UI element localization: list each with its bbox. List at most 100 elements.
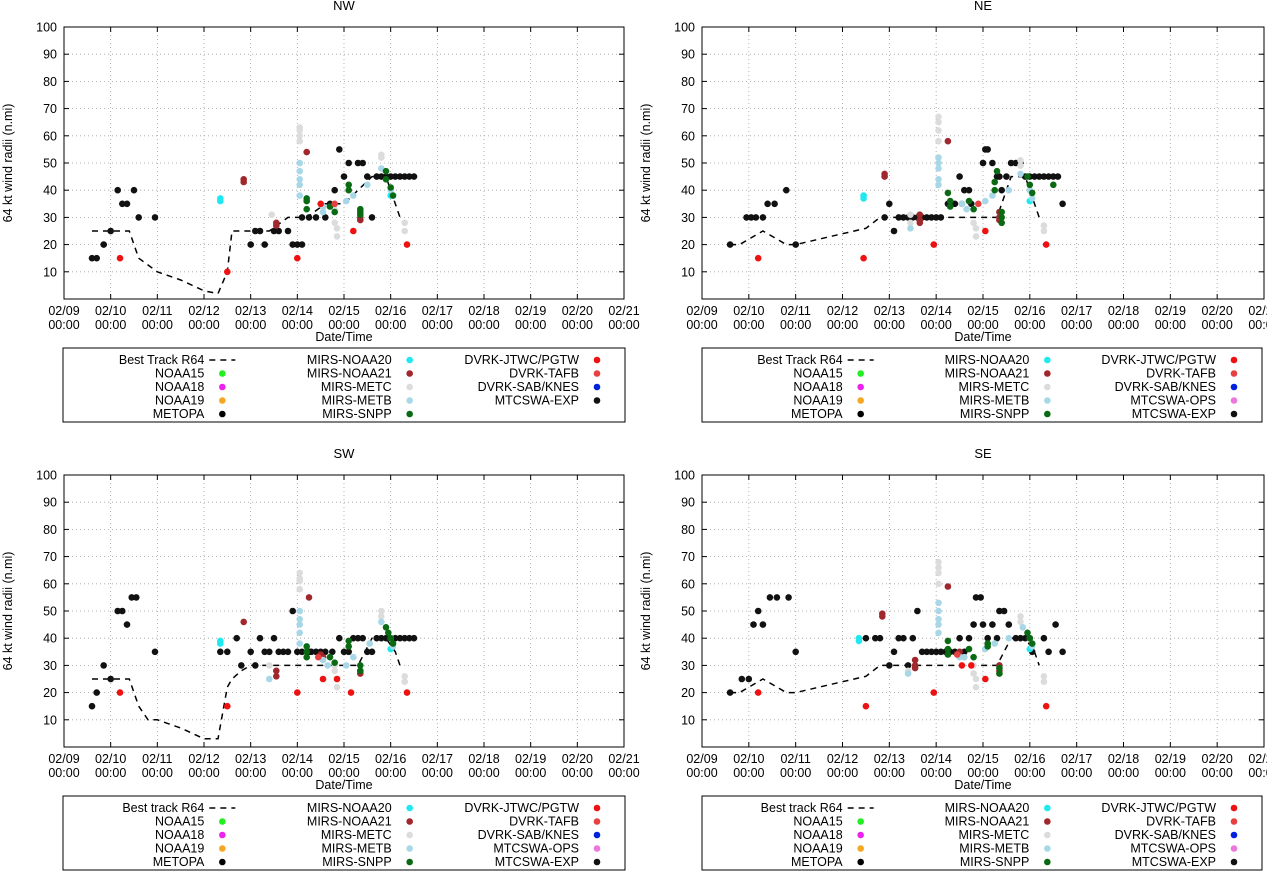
legend-label: NOAA15 (793, 367, 842, 381)
data-point (1028, 640, 1036, 647)
y-tick-label: 40 (681, 184, 695, 198)
data-point (93, 689, 100, 696)
legend-box (62, 347, 626, 423)
legend-dot-swatch (219, 831, 226, 839)
legend-label: NOAA18 (793, 380, 842, 394)
data-point (240, 178, 247, 186)
x-tick-label: 02/11 00:00 (780, 304, 811, 332)
legend-dot-swatch (1044, 831, 1051, 839)
y-tick-label: 90 (43, 496, 57, 510)
x-tick-label: 02/15 00:00 (967, 304, 998, 332)
y-tick-label: 40 (43, 184, 57, 198)
data-point (256, 227, 264, 235)
data-point (982, 197, 989, 205)
data-point (401, 678, 409, 685)
data-point (1052, 621, 1059, 628)
x-tick-label: 02/14 00:00 (921, 752, 952, 780)
x-tick-label: 02/20 00:00 (1202, 752, 1233, 780)
legend-label: DVRK-SAB/KNES (478, 380, 579, 394)
data-point (107, 675, 114, 683)
data-point (1059, 648, 1066, 656)
data-point (982, 675, 989, 683)
legend-dot-swatch (857, 370, 864, 377)
legend-dot-swatch (1230, 370, 1238, 377)
y-tick-label: 100 (36, 469, 57, 483)
data-point (886, 662, 893, 669)
data-point (345, 648, 353, 656)
legend-label: DVRK-SAB/KNES (1115, 828, 1216, 842)
data-point (389, 192, 397, 199)
data-point (953, 651, 961, 658)
x-tick-label: 02/10 00:00 (95, 752, 126, 780)
best-track-line (92, 637, 401, 740)
data-point (359, 159, 367, 167)
data-point (923, 648, 931, 656)
data-point (401, 673, 409, 680)
data-point (1045, 648, 1052, 656)
legend-dot-swatch (857, 818, 864, 825)
legend-dot-swatch (406, 356, 413, 364)
data-point (923, 214, 931, 221)
legend-dot-swatch (593, 831, 601, 839)
data-point (935, 127, 942, 134)
data-point (382, 167, 390, 175)
data-point (991, 178, 998, 186)
data-point (747, 214, 755, 221)
legend-label: DVRK-TAFB (1146, 367, 1216, 381)
chart-panel-sw: SW 10 20 30 40 50 60 70 80 90 100 02/09 00:00 02/10 00… (1, 446, 640, 871)
data-point (252, 227, 259, 235)
x-tick-label: 02/19 00:00 (1155, 752, 1186, 780)
legend-dot-swatch (406, 858, 413, 866)
y-tick-label: 60 (43, 129, 57, 143)
series-dvrk-tafb (331, 200, 339, 208)
data-point (1054, 173, 1062, 180)
x-tick-label: 02/16 00:00 (1014, 752, 1045, 780)
data-point (331, 667, 339, 675)
data-point (303, 205, 311, 213)
data-point (918, 648, 926, 656)
x-tick-label: 02/17 00:00 (1061, 304, 1092, 332)
series-mirs-noaa21 (879, 583, 1003, 675)
legend-label: MTCSWA-EXP (495, 855, 579, 869)
data-point (1040, 222, 1048, 229)
data-point (364, 648, 371, 656)
data-point (1003, 173, 1010, 180)
data-point (298, 241, 306, 248)
legend-dot-swatch (219, 858, 226, 866)
data-point (357, 211, 364, 218)
data-point (270, 634, 278, 642)
data-point (116, 254, 124, 262)
data-point (745, 675, 753, 683)
legend-label: METOPA (791, 855, 843, 869)
data-point (935, 118, 942, 126)
data-point (357, 662, 364, 669)
data-point (324, 662, 332, 669)
legend-dot-swatch (406, 818, 413, 825)
data-point (935, 176, 942, 183)
data-point (935, 181, 942, 189)
data-point (123, 621, 131, 628)
data-point (284, 648, 292, 656)
data-point (270, 227, 278, 235)
data-point (989, 621, 996, 628)
series-metopa (88, 146, 418, 262)
legend-dot-swatch (1044, 410, 1051, 418)
y-tick-label: 20 (681, 238, 695, 252)
legend-label: MTCSWA-EXP (1132, 407, 1216, 421)
x-tick-label: 02/13 00:00 (874, 304, 905, 332)
y-tick-label: 90 (43, 48, 57, 62)
legend-dot-swatch (1230, 818, 1238, 825)
chart-panel-nw: NW 10 20 30 40 50 60 70 80 90 100 02/09 00:00 02/10 00… (1, 0, 640, 423)
data-point (284, 227, 292, 235)
data-point (333, 675, 341, 683)
data-point (1028, 195, 1036, 202)
data-point (935, 607, 942, 615)
chart-title: SW (334, 446, 356, 461)
data-point (907, 225, 914, 232)
legend-label: NOAA19 (793, 394, 842, 408)
data-point (1005, 621, 1013, 628)
y-tick-label: 40 (43, 632, 57, 646)
data-point (900, 214, 907, 221)
